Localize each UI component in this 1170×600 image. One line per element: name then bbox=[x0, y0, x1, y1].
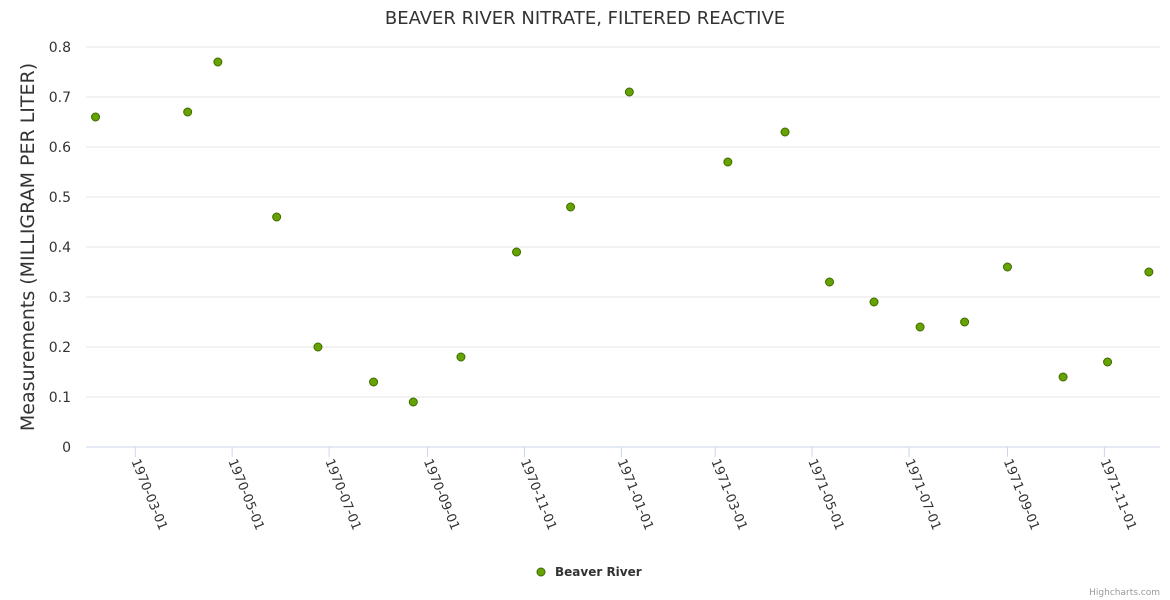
x-tick-label: 1971-01-01 bbox=[614, 457, 656, 533]
x-tick-label: 1970-07-01 bbox=[321, 457, 363, 533]
data-point[interactable] bbox=[369, 377, 379, 387]
y-tick-label: 0.8 bbox=[49, 40, 71, 56]
x-tick-label: 1970-11-01 bbox=[517, 457, 559, 533]
y-tick-label: 0.4 bbox=[49, 240, 71, 256]
data-point[interactable] bbox=[313, 342, 323, 352]
y-axis-ticks: 0 0.1 0.2 0.3 0.4 0.5 0.6 0.7 0.8 bbox=[49, 40, 71, 456]
data-point[interactable] bbox=[1002, 262, 1012, 272]
y-tick-label: 0.3 bbox=[49, 290, 71, 306]
y-tick-label: 0.2 bbox=[49, 340, 71, 356]
data-point[interactable] bbox=[780, 127, 790, 137]
x-tick-label: 1971-11-01 bbox=[1097, 457, 1139, 533]
data-point[interactable] bbox=[213, 57, 223, 67]
data-point[interactable] bbox=[566, 202, 576, 212]
x-tick-label: 1970-03-01 bbox=[128, 457, 170, 533]
data-point[interactable] bbox=[960, 317, 970, 327]
y-tick-label: 0.1 bbox=[49, 390, 71, 406]
data-point[interactable] bbox=[624, 87, 634, 97]
y-axis-label: Measurements (MILLIGRAM PER LITER) bbox=[17, 63, 39, 431]
data-point[interactable] bbox=[456, 352, 466, 362]
y-tick-label: 0 bbox=[62, 440, 71, 456]
grid-lines bbox=[86, 46, 1160, 448]
y-tick-label: 0.7 bbox=[49, 90, 71, 106]
x-tick-label: 1971-09-01 bbox=[1000, 457, 1042, 533]
data-point[interactable] bbox=[183, 107, 193, 117]
data-point[interactable] bbox=[869, 297, 879, 307]
data-point[interactable] bbox=[91, 112, 101, 122]
x-tick-label: 1971-03-01 bbox=[707, 457, 749, 533]
data-points bbox=[91, 57, 1154, 407]
x-tick-label: 1970-09-01 bbox=[420, 457, 462, 533]
x-tick-label: 1970-05-01 bbox=[224, 457, 266, 533]
legend-label: Beaver River bbox=[555, 565, 642, 579]
x-tick-label: 1971-07-01 bbox=[901, 457, 943, 533]
data-point[interactable] bbox=[408, 397, 418, 407]
data-point[interactable] bbox=[512, 247, 522, 257]
credits-link[interactable]: Highcharts.com bbox=[1089, 588, 1160, 598]
data-point[interactable] bbox=[1103, 357, 1113, 367]
legend-marker-icon bbox=[536, 567, 546, 577]
y-tick-label: 0.5 bbox=[49, 190, 71, 206]
y-tick-label: 0.6 bbox=[49, 140, 71, 156]
legend-item-beaver-river[interactable]: Beaver River bbox=[536, 565, 642, 579]
chart-title: BEAVER RIVER NITRATE, FILTERED REACTIVE bbox=[385, 8, 785, 29]
data-point[interactable] bbox=[915, 322, 925, 332]
x-tick-label: 1971-05-01 bbox=[804, 457, 846, 533]
data-point[interactable] bbox=[825, 277, 835, 287]
x-axis: 1970-03-01 1970-05-01 1970-07-01 1970-09-01… bbox=[128, 447, 1139, 533]
data-point[interactable] bbox=[1144, 267, 1154, 277]
data-point[interactable] bbox=[1058, 372, 1068, 382]
data-point[interactable] bbox=[272, 212, 282, 222]
data-point[interactable] bbox=[723, 157, 733, 167]
